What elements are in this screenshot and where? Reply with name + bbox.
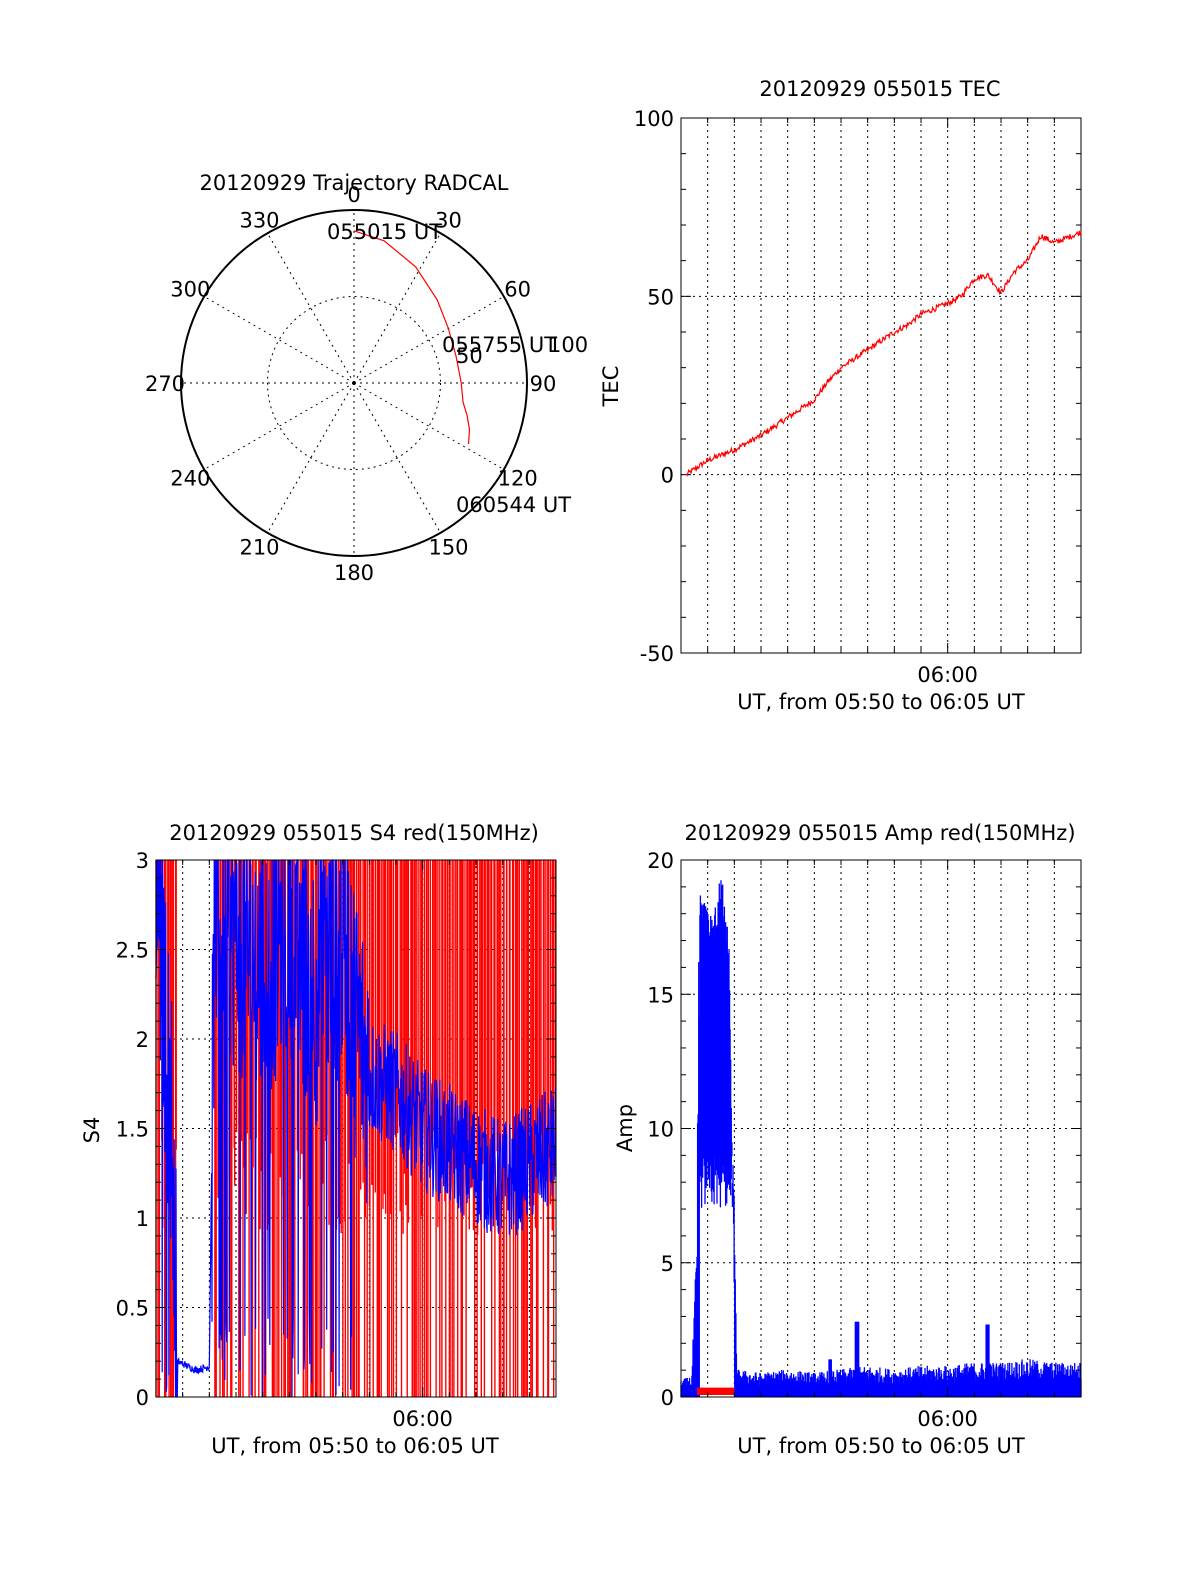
s4-blue-series-line (155, 859, 557, 1398)
polar-angle-label: 300 (170, 278, 210, 302)
amp-x-tick-label: 06:00 (917, 1407, 978, 1431)
polar-angle-label: 0 (347, 183, 360, 207)
polar-angle-label: 330 (239, 208, 279, 232)
y-tick-label: 10 (647, 1118, 674, 1142)
polar-angle-label: 210 (239, 536, 279, 560)
polar-angle-label: 60 (504, 278, 531, 302)
y-tick-label: 3 (136, 849, 149, 873)
amp-grid (681, 860, 1081, 1397)
y-tick-label: 1 (136, 1207, 149, 1231)
tec-ticks: -50 0 50 100 (634, 107, 1081, 666)
y-tick-label: 50 (647, 285, 674, 309)
polar-angle-label: 150 (428, 536, 468, 560)
amp-ticks: 0 5 10 15 20 (647, 849, 1081, 1410)
s4-title: 20120929 055015 S4 red(150MHz) (169, 821, 539, 845)
tec-panel: 20120929 055015 TEC -50 0 50 100 06:00 UT, … (599, 77, 1082, 714)
s4-y-axis-label: S4 (80, 1117, 104, 1144)
y-tick-label: 15 (647, 983, 674, 1007)
polar-grid (180, 209, 528, 557)
polar-spoke (353, 296, 505, 384)
polar-angle-label: 120 (498, 467, 538, 491)
polar-angle-label: 240 (170, 467, 210, 491)
y-tick-label: -50 (640, 642, 674, 666)
polar-radius-label-50: 50 (456, 344, 483, 368)
y-tick-label: 0 (661, 1386, 674, 1410)
polar-spoke (203, 296, 355, 384)
polar-outer-circle (180, 209, 528, 557)
y-tick-label: 5 (661, 1252, 674, 1276)
y-tick-label: 0.5 (116, 1297, 149, 1321)
y-tick-label: 2 (136, 1028, 149, 1052)
polar-spoke (353, 382, 441, 534)
polar-spoke (267, 382, 355, 534)
trajectory-mid-label: 055755 UT (442, 333, 557, 357)
polar-angle-labels: 0 30 60 90 120 150 180 210 240 270 300 330 (145, 183, 556, 585)
amp-red-series (697, 1387, 735, 1395)
tec-y-axis-label: TEC (599, 366, 623, 408)
polar-mid-circle (267, 296, 441, 470)
s4-ticks: 0 0.5 1 1.5 2 2.5 3 (116, 849, 556, 1410)
trajectory-start-label: 055015 UT (327, 220, 442, 244)
polar-spoke (353, 382, 505, 470)
y-tick-label: 100 (634, 107, 674, 131)
polar-spoke (353, 232, 441, 384)
amp-y-axis-label: Amp (613, 1104, 637, 1152)
tec-series-line (685, 230, 1082, 477)
polar-spoke (267, 232, 355, 384)
amp-title: 20120929 055015 Amp red(150MHz) (684, 821, 1075, 845)
y-tick-label: 0 (661, 464, 674, 488)
s4-x-axis-label: UT, from 05:50 to 06:05 UT (211, 1434, 499, 1458)
tec-x-axis-label: UT, from 05:50 to 06:05 UT (737, 690, 1025, 714)
polar-angle-label: 90 (530, 372, 557, 396)
polar-angle-label: 30 (435, 208, 462, 232)
trajectory-end-label: 060544 UT (456, 493, 571, 517)
y-tick-label: 2.5 (116, 939, 149, 963)
tec-grid (681, 118, 1081, 653)
polar-angle-label: 180 (334, 561, 374, 585)
s4-panel: 20120929 055015 S4 red(150MHz) 0 0.5 1 1.5 2… (80, 821, 557, 1458)
tec-title: 20120929 055015 TEC (759, 77, 1000, 101)
s4-x-tick-label: 06:00 (392, 1407, 453, 1431)
amp-blue-series (680, 880, 1082, 1397)
polar-spoke (203, 382, 355, 470)
trajectory-panel: 20120929 Trajectory RADCAL 0 30 60 90 120 150… (145, 171, 588, 585)
polar-angle-label: 270 (145, 372, 185, 396)
amp-panel: 20120929 055015 Amp red(150MHz) 0 5 10 15 20… (613, 821, 1082, 1458)
y-tick-label: 1.5 (116, 1118, 149, 1142)
amp-x-axis-label: UT, from 05:50 to 06:05 UT (737, 1434, 1025, 1458)
tec-plot-frame (680, 117, 1082, 654)
y-tick-label: 0 (136, 1386, 149, 1410)
trajectory-line (353, 230, 471, 444)
y-tick-label: 20 (647, 849, 674, 873)
trajectory-title: 20120929 Trajectory RADCAL (200, 171, 509, 195)
polar-radius-label-100: 100 (548, 333, 588, 357)
tec-x-tick-label: 06:00 (917, 663, 978, 687)
